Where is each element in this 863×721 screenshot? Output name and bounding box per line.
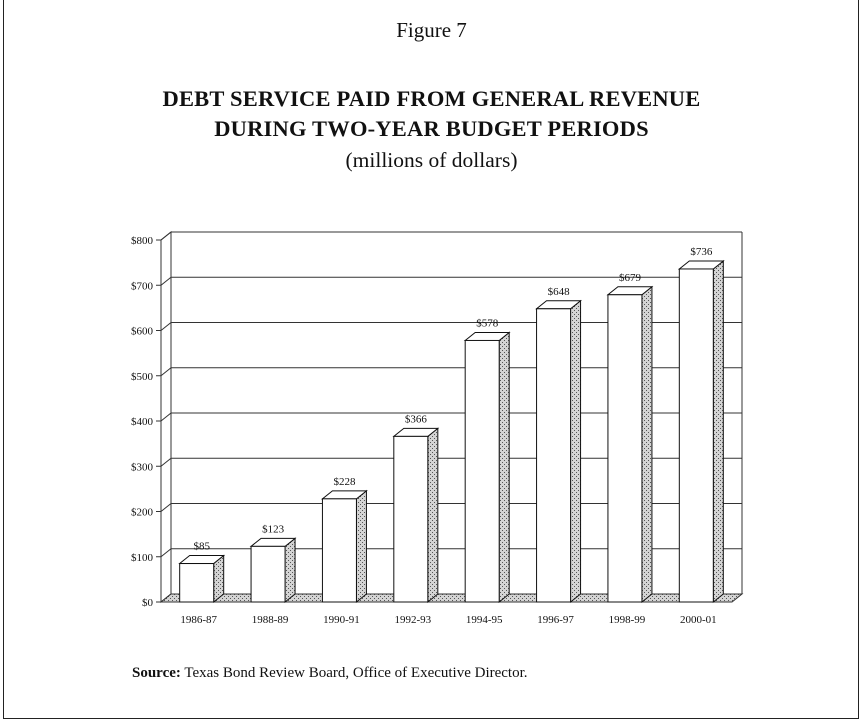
source-label: Source: (132, 665, 181, 681)
source-text: Texas Bond Review Board, Office of Execu… (184, 665, 528, 681)
bar-front (607, 294, 643, 603)
y-tick-label: $600 (131, 326, 154, 338)
gridline-wall-segment (160, 548, 172, 558)
x-tick-label: 2000-01 (680, 614, 717, 626)
bar-side (284, 537, 296, 604)
y-tick-label: $0 (142, 597, 154, 609)
y-tick-label: $700 (131, 280, 154, 292)
source-note: Source: Texas Bond Review Board, Office … (132, 665, 528, 682)
bar-value-label: $85 (193, 541, 210, 553)
bar-front (393, 435, 429, 603)
bar (535, 299, 582, 604)
x-tick-label: 1988-89 (252, 614, 289, 626)
bar (463, 331, 511, 604)
figure-label: Figure 7 (396, 18, 467, 42)
bar-front (179, 563, 215, 603)
y-axis-tick-labels: $0 $100 $200 $300 $400 $500 $600 $700 $800 (131, 235, 154, 609)
bar-value-labels: $85 $123 $228 $366 $578 $648 $679 $736 (193, 246, 712, 553)
bar-front (250, 545, 286, 603)
bar-value-label: $228 (333, 476, 356, 488)
bar-front (321, 498, 357, 603)
gridline-wall-segment (160, 231, 172, 241)
y-tick-label: $400 (131, 416, 154, 428)
bar-front (678, 268, 714, 603)
bar (392, 427, 440, 604)
y-tick-label: $500 (131, 371, 154, 383)
chart-subtitle: (millions of dollars) (345, 148, 518, 172)
gridline-wall-segment (160, 457, 172, 467)
y-tick-label: $100 (131, 552, 154, 564)
x-tick-label: 1990-91 (323, 614, 360, 626)
floor-surface (159, 593, 744, 603)
figure-frame (3, 0, 859, 719)
bar-value-label: $123 (262, 523, 285, 535)
chart-title-line-1: DEBT SERVICE PAID FROM GENERAL REVENUE (162, 86, 701, 111)
gridline-wall-segment (160, 412, 172, 422)
bar-side (712, 259, 724, 604)
gridline-wall-segment (160, 503, 172, 512)
bar-value-label: $366 (405, 413, 428, 425)
chart-floor (159, 593, 744, 603)
y-tick-label: $300 (131, 461, 154, 473)
y-tick-label: $800 (131, 235, 154, 247)
bar (321, 489, 368, 604)
gridline-wall-segment (160, 276, 172, 286)
bar-side (355, 489, 367, 604)
bar-side (641, 285, 653, 604)
bar-front (536, 308, 572, 603)
x-tick-label: 1996-97 (537, 614, 574, 626)
bar-side (427, 427, 439, 604)
x-tick-label: 1994-95 (466, 614, 503, 626)
bar (249, 537, 297, 604)
bar-value-label: $679 (619, 272, 642, 284)
bar-value-label: $648 (548, 286, 571, 298)
gridline-wall-segment (160, 322, 172, 331)
x-tick-label: 1998-99 (609, 614, 646, 626)
bars (178, 259, 725, 604)
chart-title-line-2: DURING TWO-YEAR BUDGET PERIODS (214, 116, 649, 141)
x-tick-label: 1986-87 (180, 614, 217, 626)
bar (606, 285, 654, 604)
bar-side (570, 299, 582, 604)
bar-front (464, 339, 500, 603)
bar (178, 554, 226, 604)
bar (677, 259, 725, 604)
gridline-wall-segment (160, 367, 172, 377)
bar-value-label: $736 (690, 246, 713, 258)
y-tick-label: $200 (131, 507, 154, 519)
gridlines (156, 230, 743, 604)
x-tick-label: 1992-93 (394, 614, 431, 626)
bar-value-label: $578 (476, 317, 499, 329)
x-axis-tick-labels: 1986-87 1988-89 1990-91 1992-93 1994-95 1996-… (180, 614, 716, 626)
bar-side (498, 331, 510, 604)
